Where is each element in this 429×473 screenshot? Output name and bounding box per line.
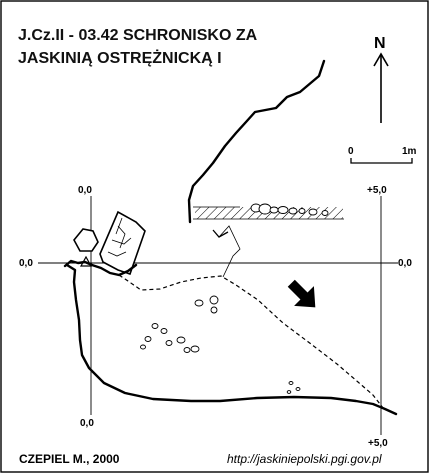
grid-label-bottom-left: 0,0 bbox=[80, 418, 94, 429]
rock-wall-upper bbox=[187, 59, 326, 224]
grid-label-left: 0,0 bbox=[19, 258, 33, 269]
grid-label-bottom-right: +5,0 bbox=[368, 438, 388, 449]
scale-bar: 0 1m bbox=[348, 146, 417, 164]
map-title-line-2: JASKINIĄ OSTRĘŻNICKĄ I bbox=[18, 49, 222, 67]
grid-label-top-left: 0,0 bbox=[78, 185, 92, 196]
source-url: http://jaskiniepolski.pgi.gov.pl bbox=[227, 452, 382, 466]
map-title-line-1: J.Cz.II - 03.42 SCHRONISKO ZA bbox=[18, 27, 258, 44]
dripline bbox=[118, 274, 384, 409]
rock-blocks bbox=[73, 210, 146, 276]
grid-label-top-right: +5,0 bbox=[367, 185, 387, 196]
rock-block-small bbox=[73, 228, 99, 252]
ledge-rubble bbox=[193, 203, 344, 220]
grid-label-right: 0,0 bbox=[398, 258, 412, 269]
north-arrow: N bbox=[373, 35, 389, 123]
scale-end-label: 1m bbox=[402, 146, 417, 157]
entrance-arrow bbox=[287, 279, 316, 308]
north-label: N bbox=[374, 35, 386, 52]
scale-start-label: 0 bbox=[348, 146, 354, 157]
floor-stones bbox=[140, 295, 301, 394]
author-credit: CZEPIEL M., 2000 bbox=[19, 452, 120, 466]
rock-block-large bbox=[99, 210, 146, 276]
section-pointer-head bbox=[212, 229, 229, 238]
section-pointer bbox=[218, 225, 241, 278]
rock-wall-entrance bbox=[63, 259, 138, 277]
rock-wall-lower bbox=[65, 263, 398, 416]
